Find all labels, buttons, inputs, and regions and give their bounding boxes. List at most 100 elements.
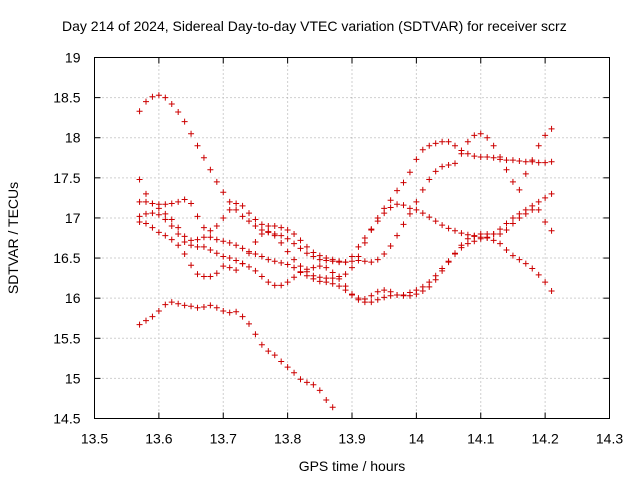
data-point: [252, 251, 259, 258]
data-point: [239, 213, 246, 220]
data-point: [226, 206, 233, 213]
data-point: [278, 239, 285, 246]
data-point: [316, 252, 323, 259]
data-point: [246, 250, 252, 257]
data-point: [497, 240, 504, 247]
data-point: [310, 381, 317, 388]
data-point: [188, 262, 195, 269]
data-point: [529, 265, 536, 272]
data-point: [374, 288, 381, 295]
data-point: [258, 273, 265, 280]
data-point: [291, 369, 298, 376]
data-point: [548, 227, 555, 234]
data-point: [194, 271, 201, 278]
data-point: [490, 154, 497, 161]
data-point: [503, 247, 510, 254]
data-point: [143, 210, 149, 217]
data-point: [471, 232, 478, 239]
data-point: [432, 168, 439, 175]
data-point: [303, 250, 310, 257]
x-axis-title: GPS time / hours: [299, 458, 406, 474]
data-point: [194, 236, 201, 243]
data-point: [175, 198, 182, 205]
data-point: [516, 157, 523, 164]
data-point: [181, 239, 188, 246]
data-point: [503, 166, 510, 173]
y-tick-label: 14.5: [53, 411, 80, 427]
data-point: [265, 279, 272, 286]
x-tick-label: 13.6: [145, 431, 172, 447]
data-point: [323, 264, 330, 271]
data-point: [439, 138, 446, 145]
data-point: [548, 287, 555, 294]
data-point: [542, 159, 549, 166]
data-point: [168, 101, 175, 108]
data-point: [522, 158, 529, 165]
data-point: [310, 264, 317, 271]
data-point: [284, 226, 291, 233]
data-point: [432, 218, 439, 225]
data-point: [291, 274, 298, 281]
data-point: [471, 132, 478, 139]
data-point: [200, 224, 207, 231]
data-point: [342, 259, 349, 266]
y-tick-label: 18: [65, 130, 81, 146]
data-point: [162, 232, 169, 239]
y-tick-label: 17.5: [53, 170, 80, 186]
y-tick-label: 16: [65, 290, 81, 306]
data-point: [548, 125, 555, 132]
data-point: [368, 299, 375, 306]
data-point: [181, 118, 188, 125]
data-point: [387, 288, 394, 295]
data-point: [432, 140, 439, 147]
data-point: [168, 299, 175, 306]
data-point: [394, 201, 401, 208]
data-point: [200, 273, 207, 280]
data-point: [445, 259, 452, 266]
data-point: [188, 303, 195, 310]
data-point: [361, 295, 368, 302]
data-point: [265, 222, 272, 229]
data-point: [284, 248, 291, 255]
data-point: [439, 222, 446, 229]
data-point: [291, 264, 298, 271]
data-point: [406, 210, 413, 217]
data-point: [509, 214, 516, 221]
data-point: [265, 348, 272, 355]
data-point: [284, 235, 291, 242]
x-tick-label: 14: [409, 431, 425, 447]
plot-frame: [94, 57, 610, 419]
data-point: [291, 256, 298, 263]
data-point: [323, 255, 330, 262]
data-point: [490, 230, 497, 237]
data-point: [413, 156, 420, 163]
data-point: [258, 253, 265, 260]
data-point: [175, 300, 182, 307]
data-point: [226, 309, 233, 316]
series-F: [136, 299, 336, 411]
data-point: [200, 234, 207, 241]
data-point: [522, 260, 529, 267]
data-point: [355, 295, 362, 302]
data-point: [329, 280, 336, 287]
data-point: [316, 387, 323, 394]
data-point: [374, 214, 381, 221]
data-point: [143, 317, 149, 324]
data-point: [258, 230, 265, 237]
data-point: [175, 109, 182, 116]
data-point: [233, 206, 240, 213]
data-point: [484, 230, 491, 237]
data-point: [426, 214, 433, 221]
data-point: [207, 302, 214, 309]
data-point: [432, 276, 439, 283]
data-point: [168, 236, 175, 243]
data-point: [136, 108, 143, 115]
data-point: [509, 178, 516, 185]
data-point: [143, 98, 149, 105]
data-point: [413, 198, 420, 205]
data-point: [297, 263, 304, 270]
data-point: [355, 253, 362, 260]
data-point: [316, 263, 323, 270]
data-point: [303, 243, 310, 250]
data-point: [278, 282, 285, 289]
